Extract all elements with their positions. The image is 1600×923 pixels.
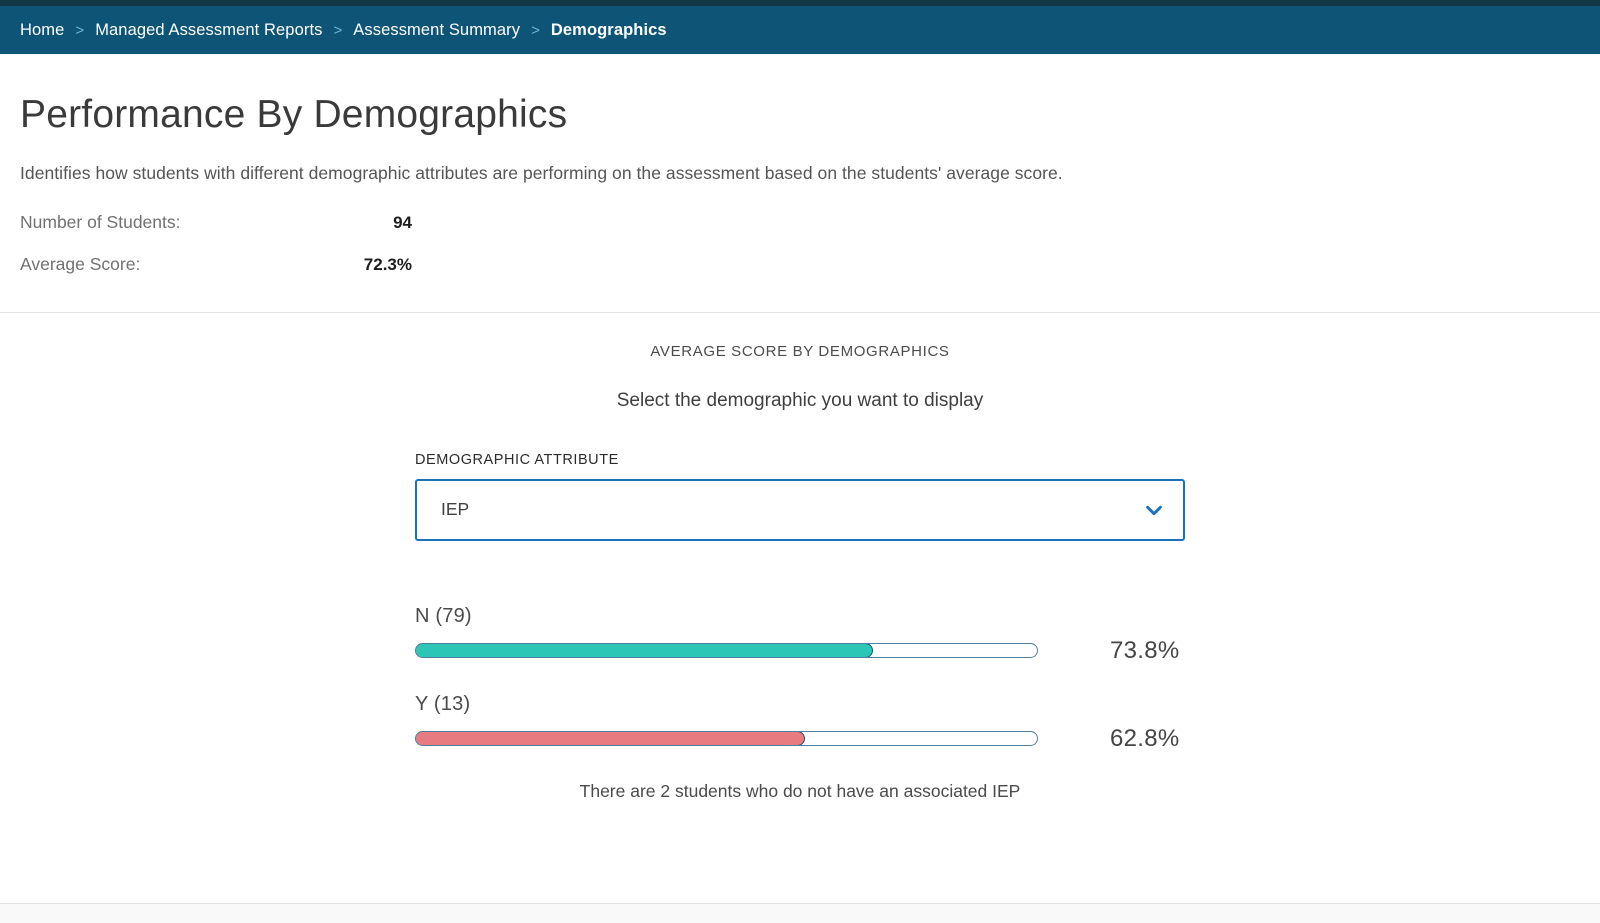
bar-category-label: N (79)	[415, 604, 472, 627]
demographic-attribute-value: IEP	[441, 499, 470, 520]
summary-section: Performance By Demographics Identifies h…	[0, 54, 1600, 296]
stat-label-number-of-students: Number of Students:	[20, 211, 181, 232]
chart-subtitle: Select the demographic you want to displ…	[616, 389, 984, 411]
stat-label-average-score: Average Score:	[20, 253, 141, 274]
demographic-attribute-label: DEMOGRAPHIC ATTRIBUTE	[415, 451, 619, 468]
breadcrumb-separator: >	[75, 21, 85, 39]
bar-category-label: Y (13)	[415, 692, 471, 715]
chevron-down-icon[interactable]	[1143, 499, 1165, 521]
stat-row-average-score: Average Score: 72.3%	[20, 254, 1600, 280]
breadcrumb-separator: >	[531, 21, 540, 39]
footer-spacer	[0, 802, 1600, 903]
chart-kicker-title: AVERAGE SCORE BY DEMOGRAPHICS	[650, 342, 950, 360]
bar-track	[415, 731, 1038, 747]
summary-stats: Number of Students: 94 Average Score: 72…	[20, 212, 1600, 280]
demographic-attribute-select[interactable]: IEP	[415, 478, 1185, 541]
demographic-bar-chart: N (79) 73.8% Y (13) 62.8% There are 2	[415, 605, 1185, 802]
demographic-attribute-block: DEMOGRAPHIC ATTRIBUTE IEP	[415, 452, 1185, 541]
bar-line: 73.8%	[415, 637, 1185, 665]
breadcrumb-item-demographics: Demographics	[550, 20, 667, 39]
footer-divider	[0, 903, 1600, 904]
breadcrumb-item-managed-assessment-reports[interactable]: Managed Assessment Reports	[95, 20, 323, 39]
breadcrumb-separator: >	[333, 21, 343, 39]
bar-value-label: 62.8%	[1110, 724, 1180, 752]
chart-footnote: There are 2 students who do not have an …	[579, 780, 1021, 801]
page-title: Performance By Demographics	[20, 93, 568, 136]
footer-area	[0, 904, 1600, 923]
bar-fill	[416, 732, 805, 746]
bar-value-label: 73.8%	[1110, 636, 1180, 664]
breadcrumb-item-home[interactable]: Home	[20, 20, 65, 39]
stat-value-number-of-students: 94	[393, 212, 412, 232]
page-description: Identifies how students with different d…	[20, 162, 1063, 183]
breadcrumb: Home > Managed Assessment Reports > Asse…	[0, 6, 1600, 54]
breadcrumb-item-assessment-summary[interactable]: Assessment Summary	[353, 20, 521, 39]
top-accent-strip	[0, 0, 1600, 6]
bar-line: 62.8%	[415, 725, 1185, 753]
bar-row: Y (13) 62.8%	[415, 693, 1185, 753]
stat-value-average-score: 72.3%	[363, 254, 412, 274]
chart-panel: AVERAGE SCORE BY DEMOGRAPHICS Select the…	[0, 312, 1600, 802]
bar-fill	[416, 644, 874, 658]
section-divider	[0, 311, 1600, 313]
bar-row: N (79) 73.8%	[415, 605, 1185, 665]
bar-track	[415, 643, 1038, 659]
stat-row-number-of-students: Number of Students: 94	[20, 212, 1600, 238]
